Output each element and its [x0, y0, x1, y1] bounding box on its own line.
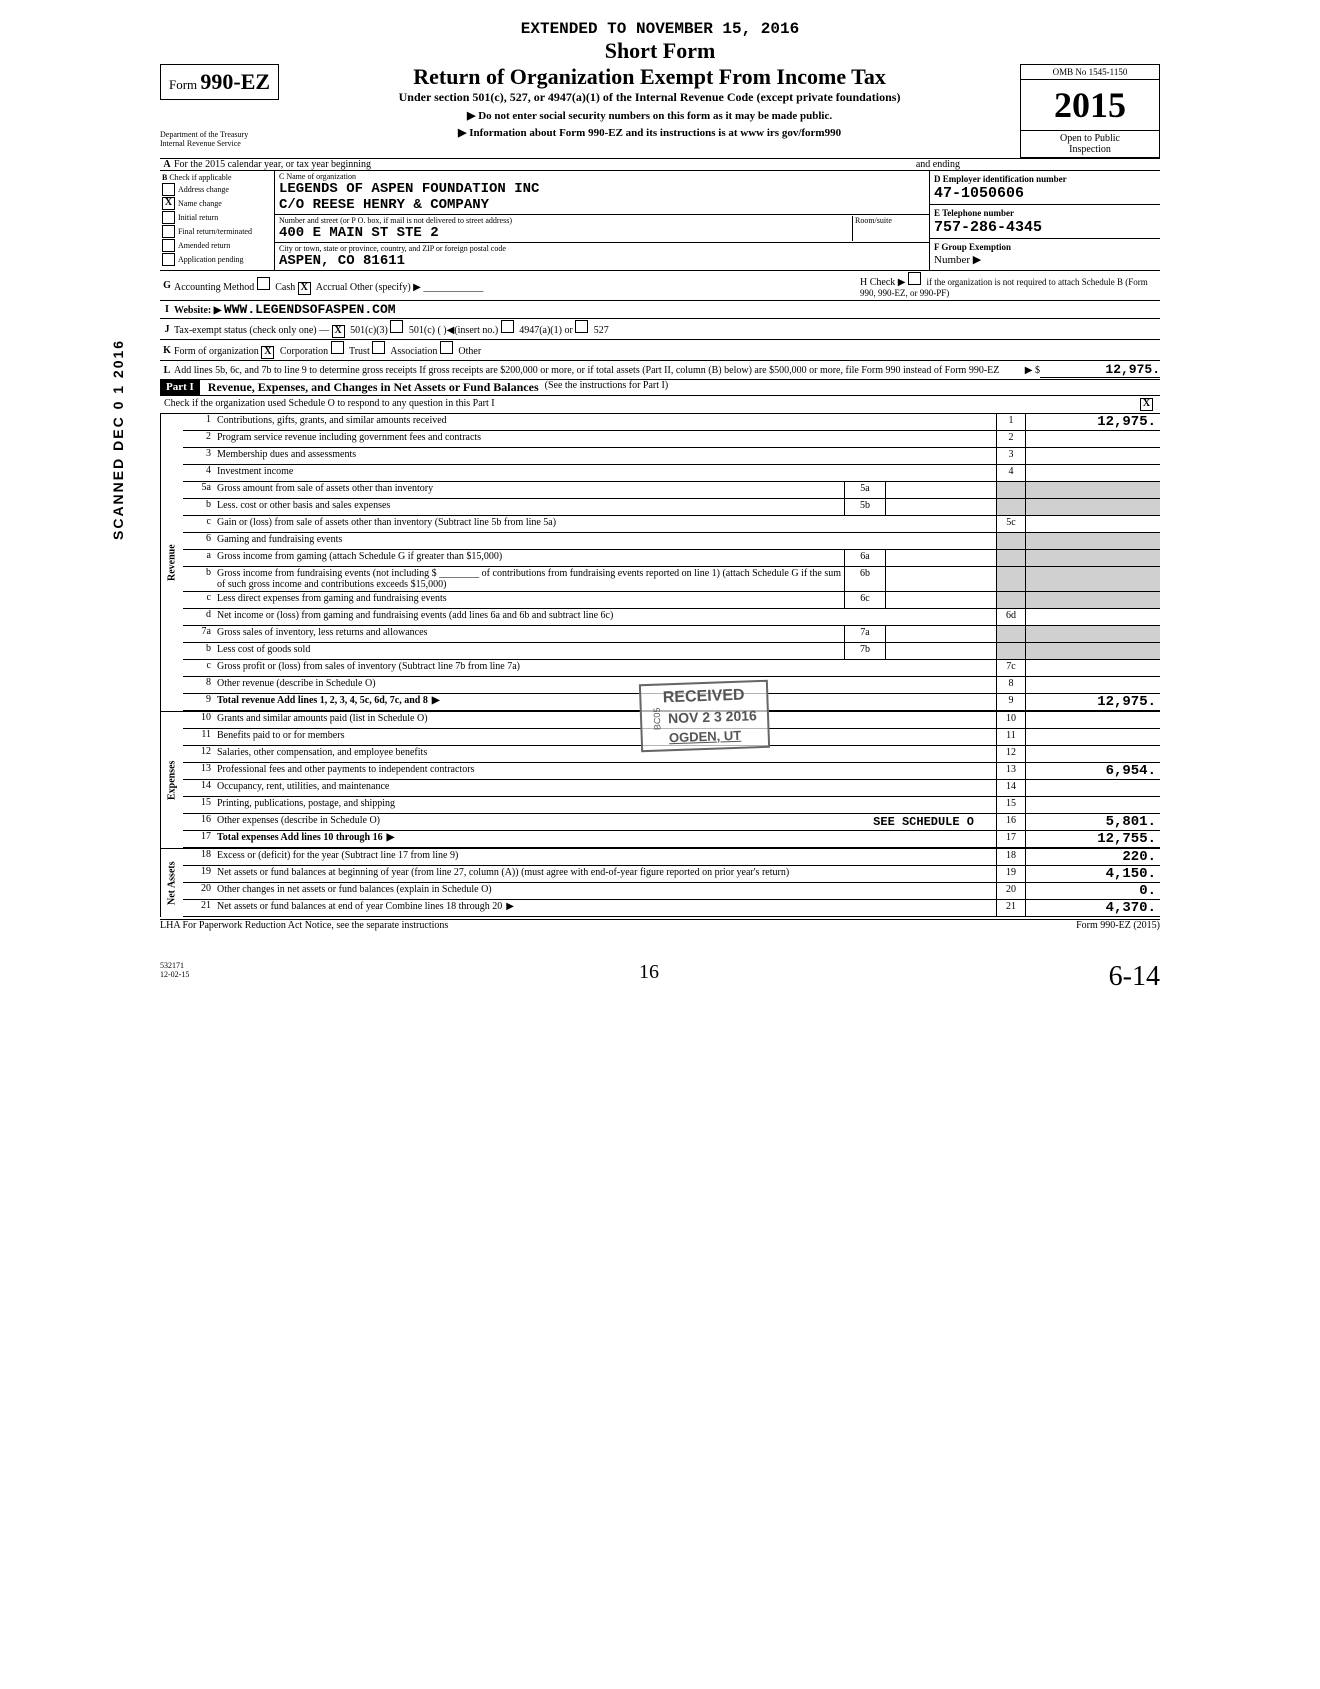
c-label: C Name of organization: [279, 172, 925, 181]
ein: 47-1050606: [934, 185, 1024, 202]
expenses-side: Expenses: [160, 712, 183, 848]
cb-501c[interactable]: [390, 320, 403, 333]
cb-initial[interactable]: [162, 211, 175, 224]
f-number: Number ▶: [934, 254, 981, 266]
room-label: Room/suite: [855, 216, 925, 225]
h-label: H Check ▶: [860, 277, 905, 288]
warn-info: ▶ Information about Form 990-EZ and its …: [285, 126, 1014, 139]
org-address: 400 E MAIN ST STE 2: [279, 225, 439, 241]
line-a-text: For the 2015 calendar year, or tax year …: [174, 159, 916, 170]
form-number: 990-EZ: [200, 69, 270, 94]
j-label: Tax-exempt status (check only one) —: [174, 325, 329, 336]
footer-form: Form 990-EZ (2015): [1076, 920, 1160, 931]
subtitle: Under section 501(c), 527, or 4947(a)(1)…: [285, 90, 1014, 105]
footer-lha: LHA For Paperwork Reduction Act Notice, …: [160, 920, 448, 931]
cb-cash[interactable]: [257, 277, 270, 290]
line-a-ending: and ending: [916, 159, 960, 170]
g-label: Accounting Method: [174, 282, 254, 293]
cb-527[interactable]: [575, 320, 588, 333]
org-city: ASPEN, CO 81611: [279, 253, 405, 269]
cb-pending[interactable]: [162, 253, 175, 266]
handwritten-right: 6-14: [1109, 961, 1160, 993]
extended-date: EXTENDED TO NOVEMBER 15, 2016: [160, 20, 1160, 38]
part1-label: Part I: [160, 380, 200, 395]
cb-trust[interactable]: [331, 341, 344, 354]
addr-label: Number and street (or P O. box, if mail …: [279, 216, 852, 225]
cb-other[interactable]: [440, 341, 453, 354]
cb-final[interactable]: [162, 225, 175, 238]
cb-address[interactable]: [162, 183, 175, 196]
form-prefix: Form: [169, 77, 197, 92]
received-stamp: RECEIVED BC05 NOV 2 3 2016 OGDEN, UT: [639, 680, 770, 752]
cb-501c3[interactable]: X: [332, 325, 345, 338]
l-value: 12,975.: [1040, 362, 1160, 378]
l-text: Add lines 5b, 6c, and 7b to line 9 to de…: [174, 365, 1025, 376]
cb-schedule-o[interactable]: X: [1140, 398, 1153, 411]
org-name2: C/O REESE HENRY & COMPANY: [279, 197, 489, 213]
footer-code: 532171 12-02-15: [160, 961, 189, 993]
netassets-side: Net Assets: [160, 849, 183, 917]
website: WWW.LEGENDSOFASPEN.COM: [224, 302, 396, 317]
org-name1: LEGENDS OF ASPEN FOUNDATION INC: [279, 181, 539, 197]
cb-amended[interactable]: [162, 239, 175, 252]
check-b-label: Check if applicable: [169, 173, 231, 182]
dept-line1: Department of the Treasury: [160, 130, 279, 139]
f-label: F Group Exemption: [934, 242, 1011, 252]
cb-name[interactable]: X: [162, 197, 175, 210]
dept-line2: Internal Revenue Service: [160, 139, 279, 148]
phone: 757-286-4345: [934, 219, 1042, 236]
part1-check-text: Check if the organization used Schedule …: [164, 398, 1140, 411]
i-label: Website: ▶: [174, 305, 221, 316]
line-a-label: A: [160, 159, 174, 170]
tax-year: 2015: [1020, 80, 1160, 131]
cb-accrual[interactable]: X: [298, 282, 311, 295]
cb-corp[interactable]: X: [261, 346, 274, 359]
cb-assoc[interactable]: [372, 341, 385, 354]
form-number-box: Form 990-EZ: [160, 64, 279, 100]
handwritten-center: 16: [639, 961, 659, 993]
warn-ssn: ▶ Do not enter social security numbers o…: [285, 109, 1014, 122]
cb-4947[interactable]: [501, 320, 514, 333]
l-arrow: ▶ $: [1025, 365, 1040, 376]
public-inspection: Open to Public Inspection: [1020, 131, 1160, 158]
scanned-stamp: SCANNED DEC 0 1 2016: [110, 339, 126, 540]
e-label: E Telephone number: [934, 208, 1014, 218]
d-label: D Employer identification number: [934, 174, 1067, 184]
part1-title: Revenue, Expenses, and Changes in Net As…: [208, 380, 539, 395]
short-form-title: Short Form: [160, 38, 1160, 64]
return-title: Return of Organization Exempt From Incom…: [285, 64, 1014, 90]
omb-number: OMB No 1545-1150: [1020, 64, 1160, 80]
cb-h[interactable]: [908, 272, 921, 285]
part1-note: (See the instructions for Part I): [545, 380, 669, 395]
revenue-side: Revenue: [160, 414, 183, 711]
city-label: City or town, state or province, country…: [279, 244, 925, 253]
k-label: Form of organization: [174, 346, 259, 357]
